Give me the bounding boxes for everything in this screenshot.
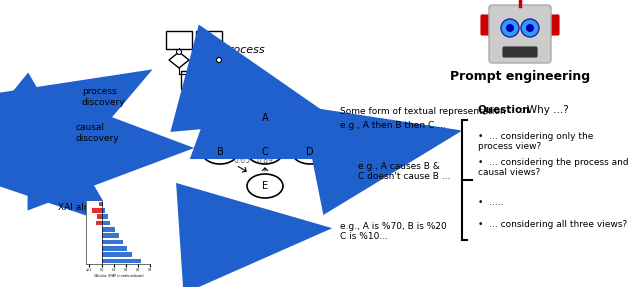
Bar [102,227,115,232]
Bar [102,221,110,225]
FancyBboxPatch shape [181,71,207,89]
Circle shape [501,19,519,37]
Text: C: C [262,147,268,157]
FancyBboxPatch shape [481,15,492,35]
Text: e.g., A is %70, B is %20
C is %10...: e.g., A is %70, B is %20 C is %10... [340,222,447,241]
Text: A: A [262,113,268,123]
Circle shape [216,57,221,63]
X-axis label: XAI value (SHAP or similar indicator): XAI value (SHAP or similar indicator) [93,274,143,278]
Ellipse shape [247,140,283,164]
Ellipse shape [247,106,283,130]
Text: 1.12: 1.12 [234,122,251,131]
Ellipse shape [247,174,283,198]
Ellipse shape [202,140,238,164]
Bar [102,214,108,219]
Bar [102,259,141,263]
Text: XAI algorithm: XAI algorithm [58,203,120,212]
Text: e.g., A causes B &
C doesn't cause B ...: e.g., A causes B & C doesn't cause B ... [358,162,451,181]
Circle shape [506,24,514,32]
Text: E: E [262,181,268,191]
Text: Prompt engineering: Prompt engineering [450,70,590,83]
Text: XAI
view: XAI view [207,237,233,259]
Text: e.g., A then B then C ...: e.g., A then B then C ... [340,121,445,131]
Bar [102,208,106,213]
Bar [102,233,118,238]
Text: Question: Question [478,105,531,115]
Circle shape [177,49,182,55]
Polygon shape [199,52,219,68]
Bar [97,214,102,219]
FancyBboxPatch shape [196,31,222,49]
Ellipse shape [16,133,60,145]
Text: 0.65: 0.65 [234,156,251,165]
Ellipse shape [292,140,328,164]
Bar [102,252,132,257]
Text: 1.00: 1.00 [279,122,296,131]
FancyBboxPatch shape [489,5,551,63]
Bar [95,221,102,225]
Bar [93,208,102,213]
Text: 0.89: 0.89 [257,156,273,165]
Text: causal
discovery: causal discovery [75,123,118,143]
Text: Causal
view: Causal view [322,164,360,186]
Bar [102,202,104,206]
Ellipse shape [16,117,60,129]
Circle shape [526,24,534,32]
FancyBboxPatch shape [548,15,559,35]
Bar [102,240,123,244]
Text: •  ... considering all three views?: • ... considering all three views? [478,220,627,229]
Text: Some form of textual representation: Some form of textual representation [340,108,506,117]
Text: 0.99: 0.99 [257,122,273,131]
Text: : Why ...?: : Why ...? [520,105,569,115]
Text: D: D [306,147,314,157]
Ellipse shape [16,167,60,179]
Text: B: B [216,147,223,157]
Text: Event log: Event log [12,183,64,193]
Ellipse shape [16,150,60,162]
Bar [102,246,127,251]
FancyBboxPatch shape [166,31,192,49]
Circle shape [521,19,539,37]
FancyBboxPatch shape [16,123,60,173]
Bar [99,202,102,206]
Polygon shape [169,52,189,68]
Text: •  .....: • ..... [478,198,504,207]
Text: •  ... considering only the
process view?: • ... considering only the process view? [478,132,593,152]
FancyBboxPatch shape [503,47,537,57]
Text: Process
view: Process view [223,45,266,67]
Text: •  ... considering the process and
causal views?: • ... considering the process and causal… [478,158,628,177]
Text: process
discovery: process discovery [82,87,125,107]
